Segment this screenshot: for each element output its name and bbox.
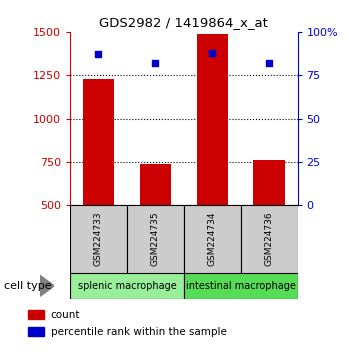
Bar <box>28 310 44 319</box>
Text: GSM224736: GSM224736 <box>265 212 274 266</box>
Bar <box>83 79 114 205</box>
Title: GDS2982 / 1419864_x_at: GDS2982 / 1419864_x_at <box>99 16 268 29</box>
Bar <box>184 205 241 273</box>
Bar <box>241 205 298 273</box>
Bar <box>253 160 285 205</box>
Text: count: count <box>51 310 80 320</box>
Bar <box>28 327 44 336</box>
Bar <box>140 164 171 205</box>
Bar <box>70 273 184 299</box>
Bar <box>197 34 228 205</box>
Polygon shape <box>40 275 54 296</box>
Text: splenic macrophage: splenic macrophage <box>77 281 176 291</box>
Text: cell type: cell type <box>4 281 51 291</box>
Text: GSM224734: GSM224734 <box>208 212 217 266</box>
Point <box>266 60 272 66</box>
Bar <box>184 273 298 299</box>
Bar <box>70 205 127 273</box>
Point <box>96 52 101 57</box>
Text: GSM224733: GSM224733 <box>94 212 103 266</box>
Bar <box>127 205 184 273</box>
Text: percentile rank within the sample: percentile rank within the sample <box>51 327 227 337</box>
Point <box>209 50 215 56</box>
Text: GSM224735: GSM224735 <box>151 212 160 266</box>
Point <box>153 60 158 66</box>
Text: intestinal macrophage: intestinal macrophage <box>186 281 295 291</box>
